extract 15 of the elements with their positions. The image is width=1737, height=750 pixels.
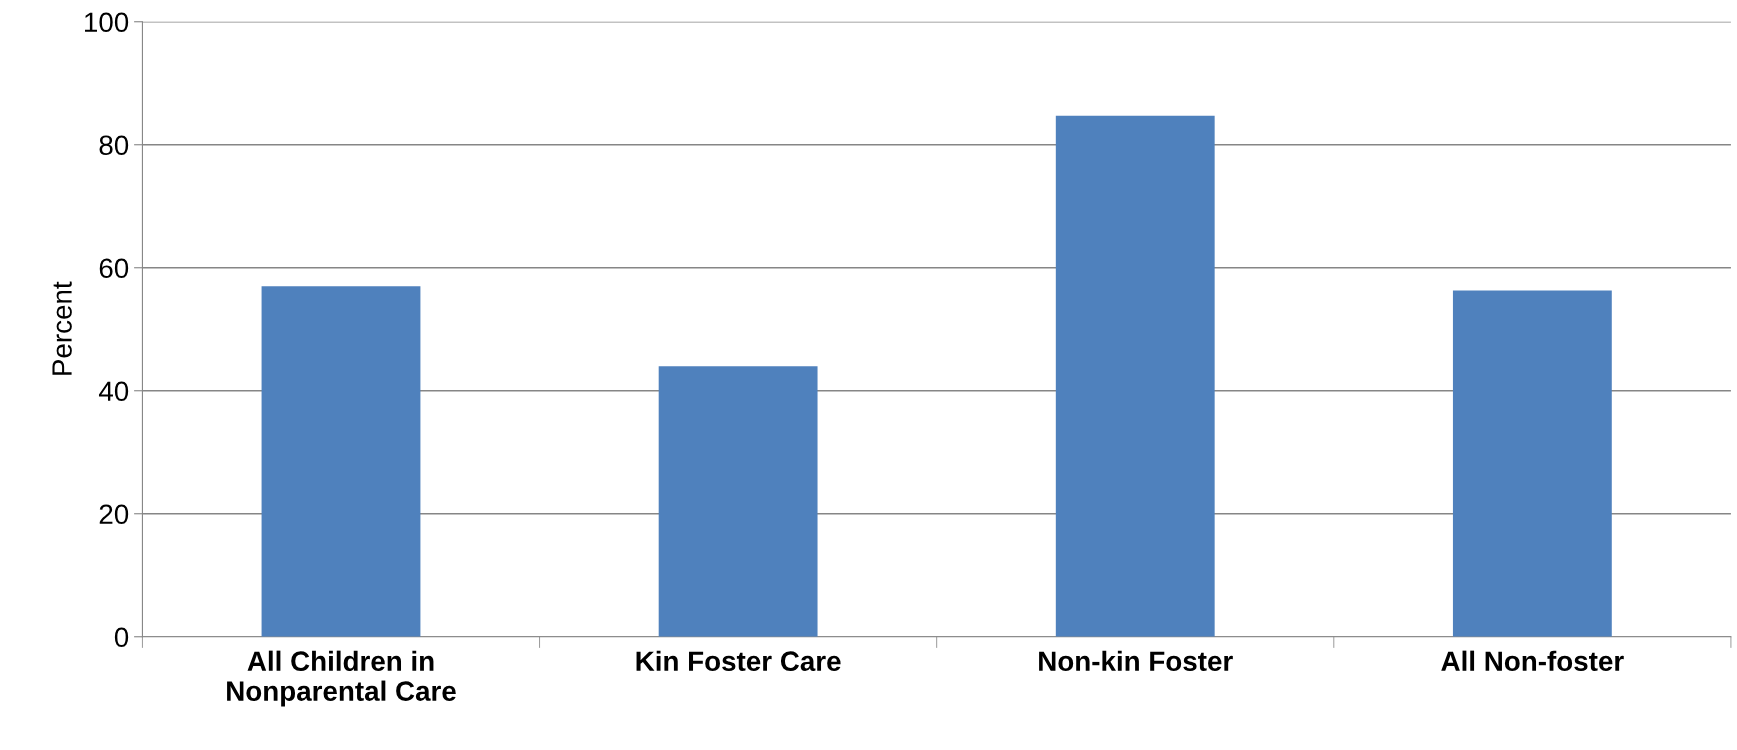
y-axis-title: Percent	[52, 281, 72, 375]
y-tick-label: 60	[99, 258, 129, 279]
x-tick-label: Kin Foster Care	[636, 650, 841, 672]
x-tick-label: All Children in Nonparental Care	[227, 650, 456, 707]
bar	[261, 286, 421, 637]
x-tick-label: Non-kin Foster	[1039, 650, 1233, 672]
y-tick-label: 20	[99, 504, 129, 525]
bar	[1452, 290, 1612, 637]
bar	[1055, 115, 1215, 637]
y-tick-label: 100	[85, 12, 129, 33]
bar	[658, 366, 818, 637]
x-tick-label: All Non-foster	[1441, 650, 1624, 672]
y-tick-label: 40	[98, 381, 129, 402]
y-tick-label: 80	[99, 135, 129, 156]
y-tick-label: 0	[114, 627, 129, 648]
